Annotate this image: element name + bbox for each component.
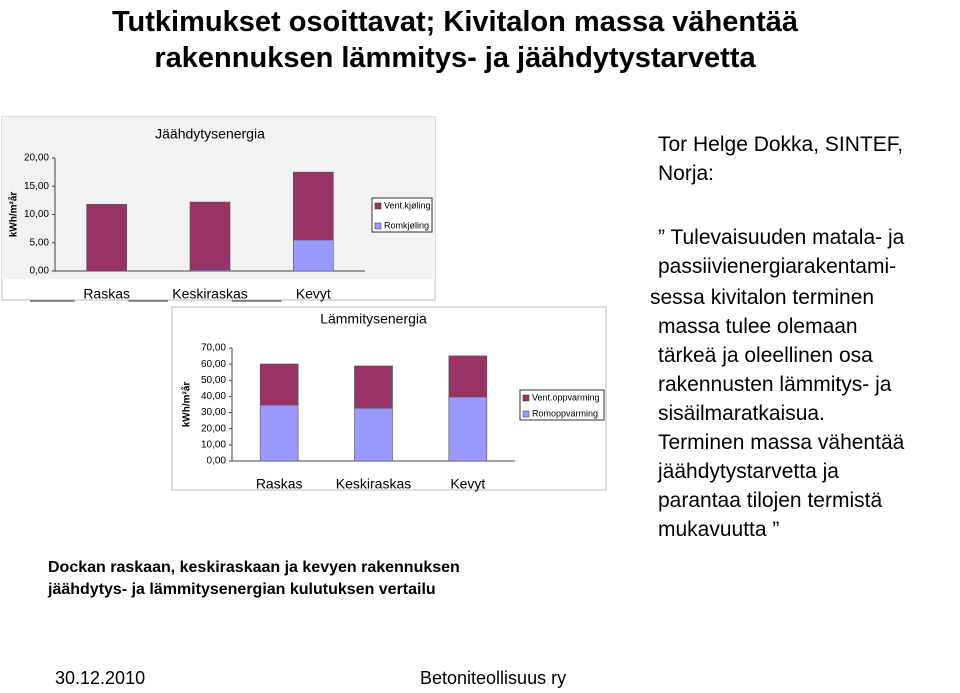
caption-line: jäähdytys- ja lämmitysenergian kulutukse…	[48, 581, 436, 598]
author-line: Tor Helge Dokka, SINTEF,	[658, 133, 904, 156]
legend-swatch	[522, 394, 530, 402]
quote-line: parantaa tilojen termistä	[658, 489, 883, 512]
y-tick-label: 20,00	[201, 423, 226, 434]
caption: Dockan raskaan, keskiraskaan ja kevyen r…	[48, 557, 460, 601]
quote-line: rakennusten lämmitys- ja	[658, 373, 892, 396]
bar-segment	[293, 239, 334, 272]
quote-line: tärkeä ja oleellinen osa	[658, 344, 873, 367]
bar-segment	[448, 355, 488, 398]
quote-line: passiivienergiarakentami-	[658, 255, 897, 278]
legend-swatch	[374, 202, 382, 210]
chart-title: Jäähdytysenergia	[155, 126, 265, 142]
quote-line: massa tulee olemaan	[658, 315, 858, 338]
y-tick-label: 10,00	[24, 209, 49, 220]
quote-line: jäähdytystarvetta ja	[658, 460, 839, 483]
x-tick-label: Raskas	[83, 286, 130, 302]
quote-line: mukavuutta ”	[658, 518, 780, 541]
title-line: Tutkimukset osoittavat; Kivitalon massa …	[111, 6, 798, 38]
y-tick-label: 70,00	[201, 343, 226, 354]
y-tick-label: 5,00	[30, 237, 50, 248]
bar-segment	[293, 171, 334, 241]
y-tick-label: 0,00	[30, 266, 50, 277]
y-axis-label: kWh/m²år	[8, 192, 20, 238]
quote-text: ” Tulevaisuuden matala- ja passiivienergi…	[650, 223, 905, 544]
legend-swatch	[522, 410, 530, 418]
quote-line: sessa kivitalon terminen	[650, 286, 875, 309]
slide-title: Tutkimukset osoittavat; Kivitalon massa …	[0, 4, 960, 76]
y-axis-label: kWh/m²år	[181, 382, 193, 428]
footer-organization: Betoniteollisuus ry	[420, 668, 567, 688]
x-tick-label: Keskiraskas	[172, 286, 247, 302]
title-line: rakennuksen lämmitys- ja jäähdytystarvet…	[154, 42, 756, 74]
bar-segment	[189, 201, 231, 271]
y-tick-label: 10,00	[201, 439, 226, 450]
legend-label: Vent.kjøling	[384, 200, 431, 210]
y-tick-label: 0,00	[207, 456, 227, 467]
quote-block: Tor Helge Dokka, SINTEF, Norja: ” Tuleva…	[650, 130, 905, 544]
bar-segment	[259, 404, 299, 462]
author: Tor Helge Dokka, SINTEF, Norja:	[658, 130, 904, 188]
bar-segment	[86, 204, 127, 272]
caption-line: Dockan raskaan, keskiraskaan ja kevyen r…	[48, 559, 460, 576]
x-tick-label: Kevyt	[450, 476, 485, 492]
bar-segment	[448, 396, 488, 462]
bar-segment	[354, 365, 393, 409]
chart-title: Lämmitysenergia	[320, 311, 427, 327]
x-tick-label: Raskas	[256, 476, 303, 492]
legend-swatch	[374, 222, 382, 230]
legend-label: Romkjøling	[384, 220, 429, 230]
y-tick-label: 15,00	[24, 181, 49, 192]
footer-date: 30.12.2010	[55, 668, 146, 688]
quote-line: sisäilmaratkaisua.	[658, 402, 825, 425]
y-tick-label: 40,00	[201, 391, 226, 402]
x-tick-label: Kevyt	[296, 286, 331, 302]
legend-label: Romoppvarming	[532, 408, 598, 418]
author-line: Norja:	[658, 162, 715, 185]
legend-box	[371, 197, 433, 233]
x-tick-label: Keskiraskas	[336, 476, 411, 492]
y-tick-label: 30,00	[201, 407, 226, 418]
y-tick-label: 20,00	[24, 153, 49, 164]
y-tick-label: 60,00	[201, 359, 226, 370]
bar-segment	[354, 407, 393, 462]
legend-box	[519, 389, 605, 421]
quote-line: Terminen massa vähentää	[658, 431, 905, 454]
legend-label: Vent.oppvarming	[532, 392, 600, 402]
quote-line: ” Tulevaisuuden matala- ja	[658, 226, 905, 249]
y-tick-label: 50,00	[201, 375, 226, 386]
bar-segment	[259, 363, 299, 406]
